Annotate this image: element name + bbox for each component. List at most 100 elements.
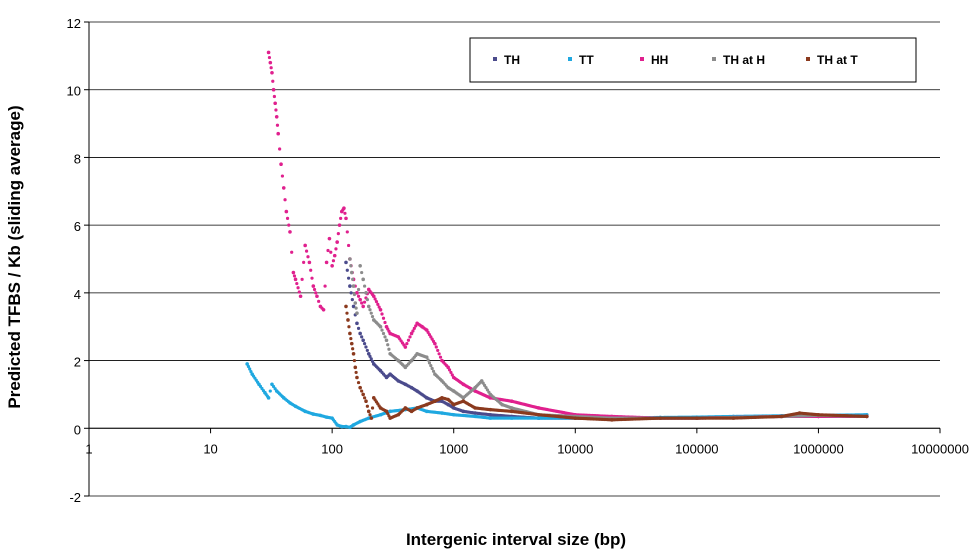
data-point xyxy=(352,358,357,363)
data-point xyxy=(366,409,371,414)
data-point xyxy=(374,300,379,304)
data-point xyxy=(344,216,348,221)
data-point xyxy=(266,50,271,55)
data-point xyxy=(347,325,351,329)
data-point xyxy=(426,358,430,362)
data-point xyxy=(303,243,307,248)
data-point xyxy=(358,385,362,390)
data-point xyxy=(353,365,358,370)
legend-label-th-at-h: TH at H xyxy=(723,53,765,67)
data-point xyxy=(271,87,276,92)
data-point xyxy=(387,347,391,351)
y-tick-label: 6 xyxy=(74,219,81,234)
data-point xyxy=(354,306,358,310)
data-point xyxy=(358,263,362,268)
data-point xyxy=(364,399,368,404)
data-point xyxy=(274,115,279,119)
data-point xyxy=(378,307,383,312)
data-point xyxy=(360,335,364,339)
data-point xyxy=(288,230,292,234)
data-point xyxy=(371,294,376,299)
data-points xyxy=(245,50,869,430)
data-point xyxy=(326,248,330,253)
data-point xyxy=(386,343,390,347)
legend-marker-th-at-t xyxy=(806,57,810,61)
data-point xyxy=(270,70,274,75)
data-point xyxy=(332,253,337,258)
gridlines xyxy=(89,21,940,497)
data-point xyxy=(356,326,361,331)
data-point xyxy=(296,286,300,290)
data-point xyxy=(274,108,278,112)
data-point xyxy=(362,300,367,304)
data-point xyxy=(349,270,354,275)
data-point xyxy=(302,260,306,264)
data-point xyxy=(295,281,299,286)
x-tick-label: 1000000 xyxy=(793,441,844,456)
legend-marker-th-at-h xyxy=(712,57,716,61)
data-point xyxy=(405,342,409,346)
data-point xyxy=(370,406,375,410)
data-point xyxy=(438,355,443,359)
data-point xyxy=(317,299,321,303)
data-point xyxy=(246,364,251,369)
data-point xyxy=(293,277,298,282)
data-point xyxy=(348,284,352,288)
data-point xyxy=(406,338,411,342)
data-point xyxy=(327,236,332,241)
data-point xyxy=(429,364,433,368)
data-point xyxy=(280,174,285,178)
data-point xyxy=(292,274,297,278)
data-point xyxy=(342,206,346,211)
x-axis-label: Intergenic interval size (bp) xyxy=(406,530,626,549)
data-point xyxy=(361,338,365,343)
data-point xyxy=(354,370,358,375)
data-point xyxy=(351,277,355,281)
data-point xyxy=(362,342,367,346)
data-point xyxy=(348,331,352,336)
legend-marker-hh xyxy=(640,57,644,61)
data-point xyxy=(321,307,326,312)
data-point xyxy=(361,304,365,309)
data-point xyxy=(248,367,252,371)
data-point xyxy=(365,298,369,302)
data-point xyxy=(380,328,384,332)
data-point xyxy=(272,94,276,99)
data-point xyxy=(403,345,408,349)
data-point xyxy=(433,341,437,346)
data-point xyxy=(268,60,273,65)
data-point xyxy=(245,362,249,366)
data-point xyxy=(350,298,354,302)
data-point xyxy=(345,268,349,272)
data-point xyxy=(434,345,438,349)
data-point xyxy=(447,368,452,372)
data-point xyxy=(355,375,359,380)
data-point xyxy=(377,305,381,309)
data-point xyxy=(378,324,383,329)
data-point xyxy=(351,352,356,356)
data-point xyxy=(358,297,362,302)
tick-labels: -2 0 2 4 6 8 10 12 1 10 100 1000 10000 100000 1000000 1… xyxy=(67,16,969,505)
data-point xyxy=(409,331,414,336)
data-point xyxy=(437,352,441,356)
series-th xyxy=(344,260,869,421)
data-point xyxy=(383,335,387,339)
data-point xyxy=(334,247,338,251)
data-point xyxy=(300,277,304,281)
data-point xyxy=(352,292,357,297)
series-hh xyxy=(266,50,869,420)
data-point xyxy=(368,354,372,358)
data-point xyxy=(446,365,450,370)
data-point xyxy=(383,320,387,325)
data-point xyxy=(271,384,276,389)
data-point xyxy=(315,294,319,299)
data-point xyxy=(384,338,389,343)
data-point xyxy=(865,414,869,419)
data-point xyxy=(309,268,313,272)
data-point xyxy=(436,348,440,353)
data-point xyxy=(331,259,336,263)
y-tick-label: 8 xyxy=(74,151,81,166)
data-point xyxy=(356,287,361,292)
data-point xyxy=(365,348,369,353)
legend-label-th: TH xyxy=(504,53,520,67)
